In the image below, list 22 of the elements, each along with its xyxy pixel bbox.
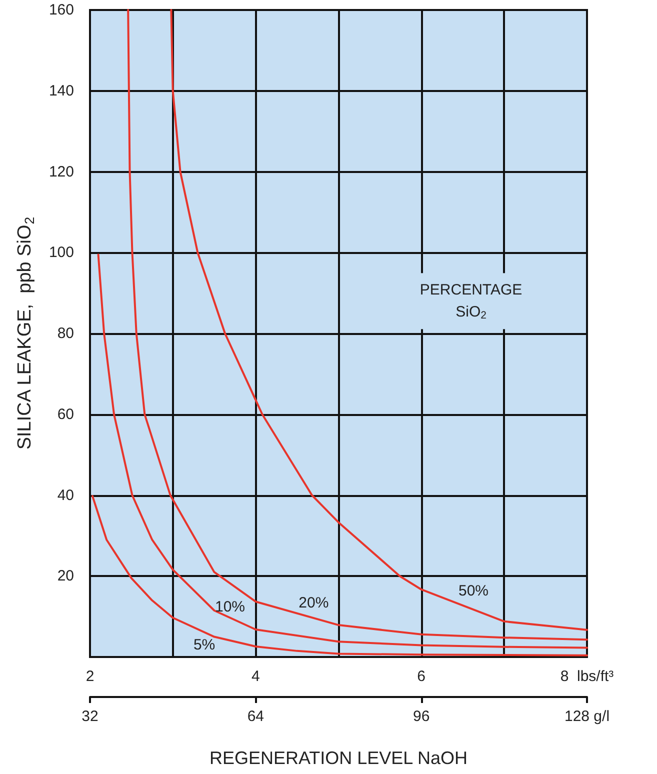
x2-tick-label: 128 g/l: [564, 708, 610, 725]
x-axis-title: REGENERATION LEVEL NaOH: [209, 748, 468, 768]
series-label: 10%: [214, 598, 246, 616]
y-tick-label: 40: [57, 486, 74, 504]
series-label: 5%: [193, 636, 216, 654]
x-tick-label: 4: [251, 668, 260, 685]
x2-tick-label: 64: [247, 708, 264, 725]
y-tick-label: 80: [57, 325, 74, 342]
x-tick-label: 6: [417, 668, 426, 685]
x2-tick-label: 32: [82, 708, 98, 725]
y-tick-label: 160: [48, 2, 74, 18]
y-tick-label: 100: [48, 244, 74, 262]
y-axis-title: SILICA LEAKGE, ppb SiO2: [14, 216, 37, 450]
series-label: 20%: [298, 594, 329, 612]
y-tick-label: 20: [57, 568, 74, 585]
x-tick-label: 2: [86, 668, 94, 685]
x-tick-label: 8 lbs/ft³: [560, 668, 614, 685]
series-label: 50%: [458, 582, 489, 600]
y-tick-label: 140: [48, 82, 74, 100]
y-tick-label: 120: [48, 163, 74, 180]
y-tick-label: 60: [57, 406, 74, 423]
x2-tick-label: 96: [412, 708, 430, 725]
